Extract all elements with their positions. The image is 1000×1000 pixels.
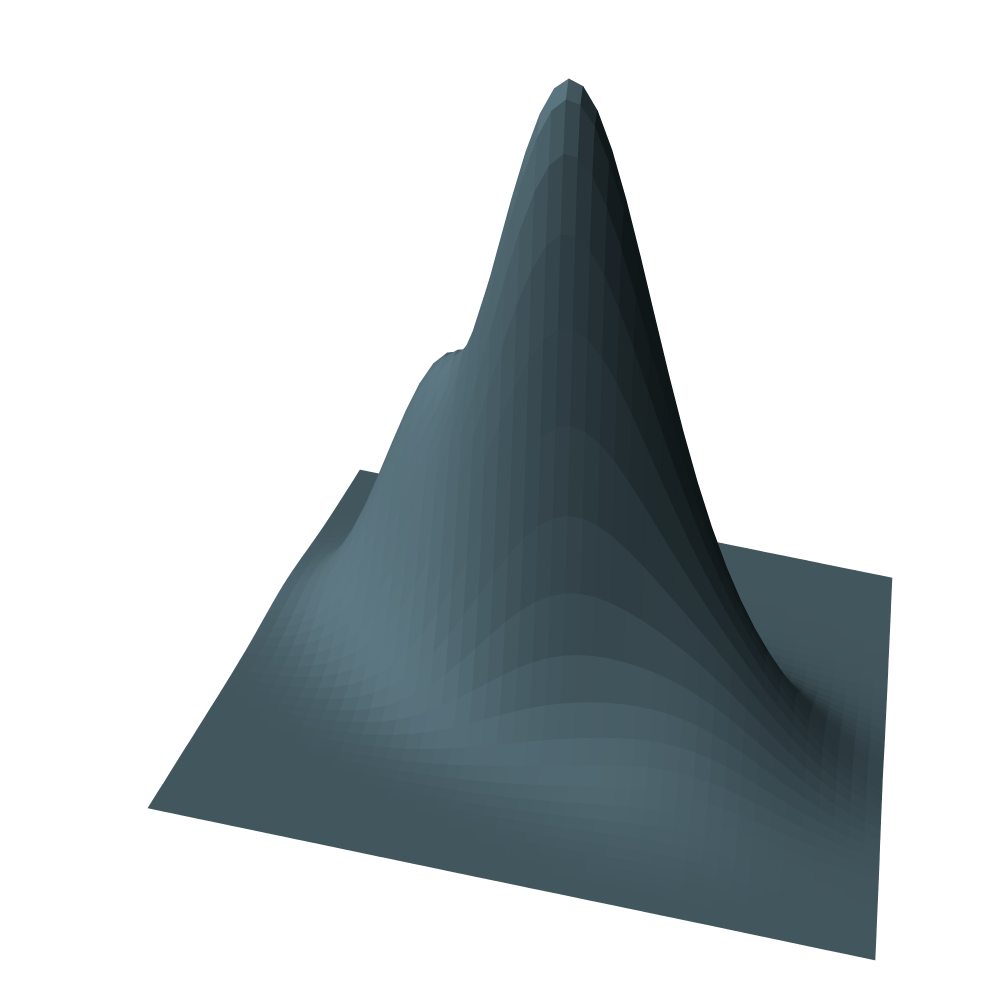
surface-face [643, 789, 662, 812]
surface-face [858, 947, 876, 961]
surface-face [590, 655, 609, 704]
surface-face [516, 798, 536, 813]
surface-face [649, 709, 668, 745]
surface-face [524, 740, 544, 767]
surface-face [572, 235, 591, 341]
surface-face [579, 803, 598, 820]
surface-face [588, 702, 607, 739]
surface-face [506, 766, 526, 785]
surface-face [599, 765, 618, 789]
surface-face [582, 431, 601, 527]
surface-face [583, 765, 603, 788]
surface-face [608, 602, 626, 663]
surface-face [511, 708, 531, 744]
surface-face [576, 817, 596, 833]
surface-face [624, 822, 643, 840]
surface-face [597, 786, 616, 807]
surface-face [565, 515, 584, 595]
surface-face [487, 782, 507, 798]
surface-face [612, 787, 631, 808]
surface-face [531, 799, 551, 815]
surface-face [542, 703, 561, 742]
surface-face [493, 743, 513, 767]
surface-face [573, 702, 592, 740]
surface-face [621, 661, 639, 707]
surface-face [490, 765, 510, 784]
surface-face [636, 666, 655, 710]
surface-face [586, 737, 605, 766]
surface-face [560, 154, 579, 237]
surface-face [630, 766, 649, 791]
surface-face [610, 805, 629, 824]
surface-face [594, 804, 614, 822]
surface-face [565, 786, 585, 805]
surface-face [552, 765, 572, 787]
surface-face [581, 786, 600, 806]
surface-face [547, 593, 566, 659]
surface-face [503, 783, 523, 800]
surface-face [592, 819, 612, 835]
surface-face [552, 425, 571, 519]
surface-face [603, 702, 622, 739]
surface-face [608, 820, 627, 837]
surface-face [641, 808, 661, 828]
surface-face [626, 806, 645, 826]
surface-face [651, 672, 670, 715]
surface-face [562, 593, 581, 657]
surface-face [634, 706, 653, 742]
surface-face [595, 525, 614, 604]
surface-face [675, 794, 694, 818]
surface-face [664, 713, 683, 749]
surface-face [676, 772, 695, 800]
surface-face [521, 765, 541, 786]
surface-face [618, 704, 637, 740]
surface-face [628, 788, 647, 810]
surface-face [570, 329, 589, 433]
surface-face [610, 536, 629, 612]
surface-face [563, 99, 581, 159]
surface-face [570, 737, 590, 767]
surface-face [472, 780, 492, 796]
surface-face [663, 743, 681, 774]
surface-face [605, 658, 624, 705]
surface-face [580, 518, 599, 598]
surface-face [614, 765, 633, 790]
surface-face [563, 802, 583, 819]
surface-face [560, 654, 579, 705]
surface-face [508, 741, 528, 767]
surface-face [557, 234, 576, 331]
surface-face [632, 739, 651, 769]
surface-face [577, 593, 596, 657]
surface-face [544, 655, 564, 707]
surface-face [661, 769, 680, 796]
surface-face [555, 329, 574, 429]
surface-face [592, 597, 611, 659]
surface-face [623, 610, 641, 668]
surface-face [585, 338, 603, 446]
surface-face [537, 765, 556, 787]
surface-face [647, 740, 666, 771]
surface-face [547, 801, 567, 817]
surface-face [616, 738, 635, 767]
surface-mesh [147, 78, 893, 961]
surface-face [601, 737, 620, 767]
surface-face [678, 747, 697, 778]
surface-face [550, 515, 569, 597]
surface-face [527, 705, 546, 743]
surface-face [567, 425, 586, 520]
surface-face [568, 765, 587, 788]
surface-face [529, 657, 549, 709]
surface-face [645, 767, 664, 793]
surface-face [555, 738, 574, 767]
surface-face [575, 654, 594, 704]
surface-face [557, 702, 577, 740]
surface-face [659, 791, 678, 815]
surface-face [534, 784, 554, 802]
surface-face [539, 739, 559, 767]
surface-face [518, 784, 538, 801]
surface-face [657, 810, 676, 831]
surface-face [550, 785, 569, 804]
